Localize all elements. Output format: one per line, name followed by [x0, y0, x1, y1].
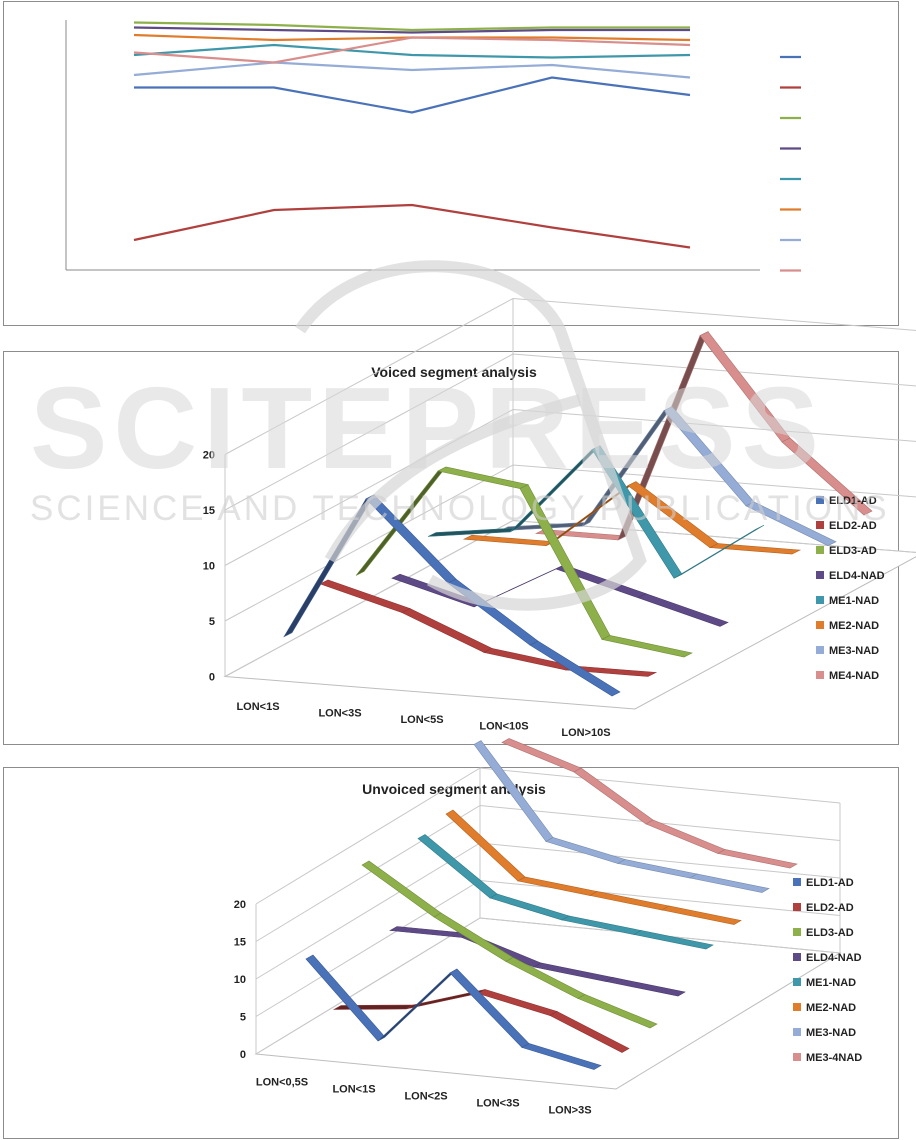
y-tick-label: 5: [209, 616, 215, 628]
ribbon-segment: [361, 860, 442, 918]
unvoiced-chart-panel: Unvoiced segment analysis 0 5 10 15 20 LON<0,…: [3, 738, 899, 1139]
x-tick-label: LON<10S: [479, 720, 528, 732]
ribbon-segment: [549, 1011, 630, 1053]
x-tick-label: LON<1S: [332, 1084, 375, 1096]
series-ribbon-ME4-NAD: [534, 330, 873, 541]
gridline: [255, 804, 841, 942]
x-tick-label: LON<3S: [318, 707, 361, 719]
legend-label: ME1-NAD: [829, 595, 879, 607]
legend-swatch: [793, 903, 801, 911]
voiced-chart-panel: Voiced segment analysis 0 5 10 15 20 LON<1S LO…: [3, 297, 916, 745]
y-tick-label: 10: [203, 561, 215, 573]
legend-label: ELD2-AD: [806, 902, 854, 914]
legend-label: ME3-NAD: [829, 645, 879, 657]
legend-swatch: [793, 1028, 801, 1036]
series-line-5: [133, 43, 691, 59]
legend-swatch: [816, 671, 824, 679]
legend-swatch: [816, 596, 824, 604]
ribbon-segment: [489, 893, 570, 921]
ribbon-segment: [663, 406, 755, 507]
legend-label: ELD4-NAD: [806, 952, 862, 964]
legend-label: ME2-NAD: [829, 620, 879, 632]
legend-swatch: [816, 521, 824, 529]
y-tick-label: 20: [203, 450, 215, 462]
unvoiced-chart-plot: Unvoiced segment analysis 0 5 10 15 20 LON<0,…: [234, 738, 862, 1117]
legend-label: ME2-NAD: [806, 1002, 856, 1014]
ribbon-segment: [529, 640, 621, 697]
legend-label: ME3-NAD: [806, 1027, 856, 1039]
ribbon-segment: [717, 849, 798, 869]
series-line-1: [134, 76, 691, 114]
legend-label: ME4-NAD: [829, 670, 879, 682]
line-chart-panel: [3, 1, 899, 326]
ribbon-segment: [517, 876, 598, 896]
voiced-chart-plot: Voiced segment analysis 0 5 10 15 20 LON<1S LO…: [203, 297, 916, 739]
legend-swatch: [816, 646, 824, 654]
ribbon-segment: [332, 1004, 415, 1010]
y-tick-label: 15: [203, 505, 215, 517]
series-ribbon-ELD1-AD: [305, 954, 602, 1070]
line-chart-plot: [65, 20, 801, 272]
y-tick-label: 5: [240, 1012, 246, 1024]
floor-plane: [254, 917, 842, 1090]
ribbon-segment: [577, 994, 658, 1029]
x-tick-label: LON<1S: [236, 701, 279, 713]
x-tick-label: LON<2S: [404, 1091, 447, 1103]
legend-label: ELD3-AD: [829, 545, 877, 557]
legend-label: ME3-4NAD: [806, 1052, 862, 1064]
series-line-2: [133, 203, 691, 249]
series-ribbon-ME2-NAD: [445, 809, 742, 925]
legend-swatch: [816, 496, 824, 504]
legend-label: ELD1-AD: [806, 877, 854, 889]
legend-label: ELD3-AD: [806, 927, 854, 939]
legend-swatch: [816, 571, 824, 579]
legend-swatch: [793, 1053, 801, 1061]
series-ribbon-ELD3-AD: [361, 860, 658, 1029]
ribbon-segment: [661, 905, 742, 925]
x-tick-label: LON<0,5S: [256, 1077, 308, 1089]
ribbon-segment: [708, 543, 802, 555]
x-tick-label: LON<5S: [400, 714, 443, 726]
ribbon-segment: [521, 1043, 602, 1070]
legend-label: ELD4-NAD: [829, 570, 885, 582]
legend-label: ME1-NAD: [806, 977, 856, 989]
ribbon-segment: [673, 524, 765, 579]
ribbon-segment: [617, 859, 698, 879]
legend-swatch: [793, 978, 801, 986]
y-tick-label: 15: [234, 937, 246, 949]
legend-label: ELD2-AD: [829, 520, 877, 532]
ribbon-segment: [601, 635, 693, 658]
x-tick-label: LON>10S: [561, 727, 610, 739]
ribbon-segment: [781, 437, 873, 516]
chart-title: Unvoiced segment analysis: [362, 781, 546, 797]
x-tick-label: LON>3S: [548, 1105, 591, 1117]
y-tick-label: 20: [234, 899, 246, 911]
legend-swatch: [793, 953, 801, 961]
ribbon-segment: [689, 873, 770, 893]
series-ribbon-ME3-NAD: [473, 740, 770, 893]
y-tick-label: 0: [240, 1049, 246, 1061]
legend-swatch: [816, 546, 824, 554]
y-tick-label: 0: [209, 672, 215, 684]
y-tick-label: 10: [234, 974, 246, 986]
series-ribbon-ME1-NAD: [417, 834, 714, 950]
chart-title: Voiced segment analysis: [371, 364, 537, 380]
legend-label: ELD1-AD: [829, 495, 877, 507]
legend-swatch: [793, 1003, 801, 1011]
gridline: [224, 353, 916, 511]
ribbon-segment: [633, 930, 714, 950]
series-ribbon-ME3-4NAD: [501, 738, 798, 869]
floor-plane: [223, 519, 916, 710]
legend-swatch: [816, 621, 824, 629]
legend-swatch: [793, 878, 801, 886]
legend-swatch: [793, 928, 801, 936]
ribbon-segment: [605, 977, 686, 997]
x-tick-label: LON<3S: [476, 1098, 519, 1110]
ribbon-segment: [437, 466, 529, 489]
ribbon-segment: [589, 891, 670, 911]
ribbon-segment: [745, 501, 837, 547]
